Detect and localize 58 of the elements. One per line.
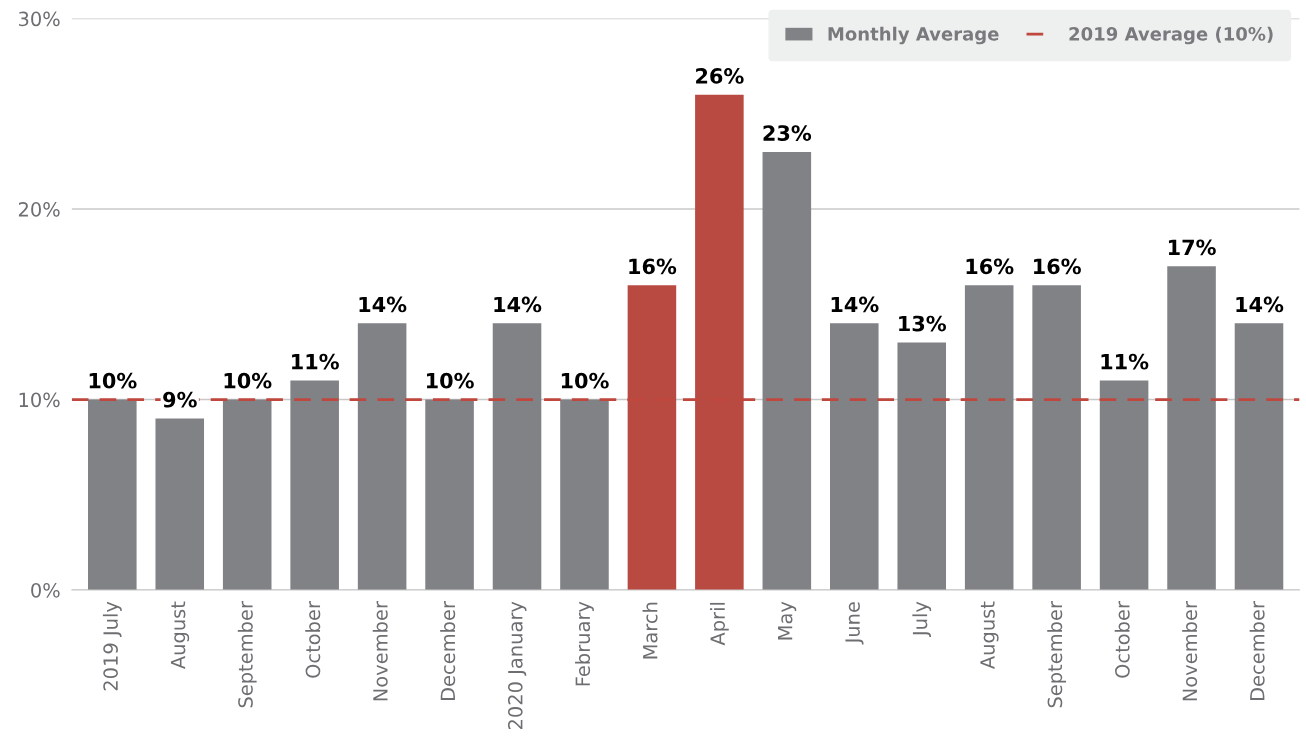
- x-tick-label: July: [912, 601, 932, 638]
- data-label: 14%: [494, 296, 542, 313]
- x-tick-label: August: [980, 601, 999, 669]
- data-label: 13%: [899, 315, 946, 332]
- data-label: 10%: [561, 372, 609, 389]
- bar: [222, 399, 272, 590]
- x-tick-label: February: [575, 601, 594, 686]
- bar: [425, 399, 474, 590]
- x-tick-label: November: [1182, 601, 1198, 701]
- data-label: 10%: [224, 372, 272, 389]
- data-label: 14%: [831, 296, 879, 313]
- bar: [1234, 323, 1284, 590]
- x-tick-label: March: [642, 602, 658, 659]
- x-tick-label: August: [170, 601, 190, 669]
- x-tick-label: October: [305, 601, 321, 678]
- x-tick-label: 2019 July: [102, 601, 122, 691]
- x-tick-label: May: [778, 601, 797, 640]
- x-tick-label: September: [237, 601, 257, 708]
- y-tick-label: 20%: [18, 202, 60, 217]
- data-label: 11%: [1101, 353, 1149, 370]
- legend-label: Monthly Average: [828, 26, 999, 45]
- data-label: 17%: [1168, 239, 1216, 256]
- bar: [964, 285, 1014, 590]
- data-label: 16%: [629, 258, 677, 275]
- data-label: 16%: [1034, 258, 1081, 275]
- x-tick-label: June: [845, 602, 864, 645]
- x-tick-label: December: [1249, 601, 1265, 701]
- data-label: 16%: [966, 258, 1014, 275]
- bar: [155, 418, 205, 590]
- bar: [762, 151, 812, 590]
- y-tick-label: 30%: [18, 11, 60, 27]
- x-tick-label: November: [372, 601, 388, 701]
- data-label: 23%: [763, 125, 812, 141]
- bar: [357, 323, 407, 590]
- data-label: 10%: [426, 372, 474, 389]
- data-label: 11%: [292, 353, 339, 370]
- bar: [560, 399, 609, 590]
- legend-label: 2019 Average (10%): [1069, 26, 1273, 45]
- x-tick-label: October: [1114, 601, 1130, 678]
- bar: [830, 323, 879, 590]
- data-label: 14%: [359, 296, 407, 313]
- data-label: 26%: [696, 68, 744, 84]
- bar: [290, 380, 339, 590]
- x-tick-label: September: [1047, 601, 1067, 708]
- bar: [1099, 380, 1149, 590]
- data-label: 14%: [1236, 296, 1284, 313]
- x-tick-label: 2020 January: [507, 601, 527, 730]
- bar: [897, 342, 947, 590]
- data-label: 10%: [89, 372, 137, 389]
- x-tick-label: December: [440, 601, 456, 701]
- data-label: 9%: [163, 391, 197, 408]
- bar: [1032, 285, 1081, 590]
- y-tick-label: 0%: [31, 582, 60, 598]
- y-tick-label: 10%: [19, 392, 60, 408]
- bar: [492, 323, 542, 590]
- bar: [1167, 266, 1216, 590]
- x-tick-label: April: [709, 602, 729, 646]
- bar: [88, 399, 137, 590]
